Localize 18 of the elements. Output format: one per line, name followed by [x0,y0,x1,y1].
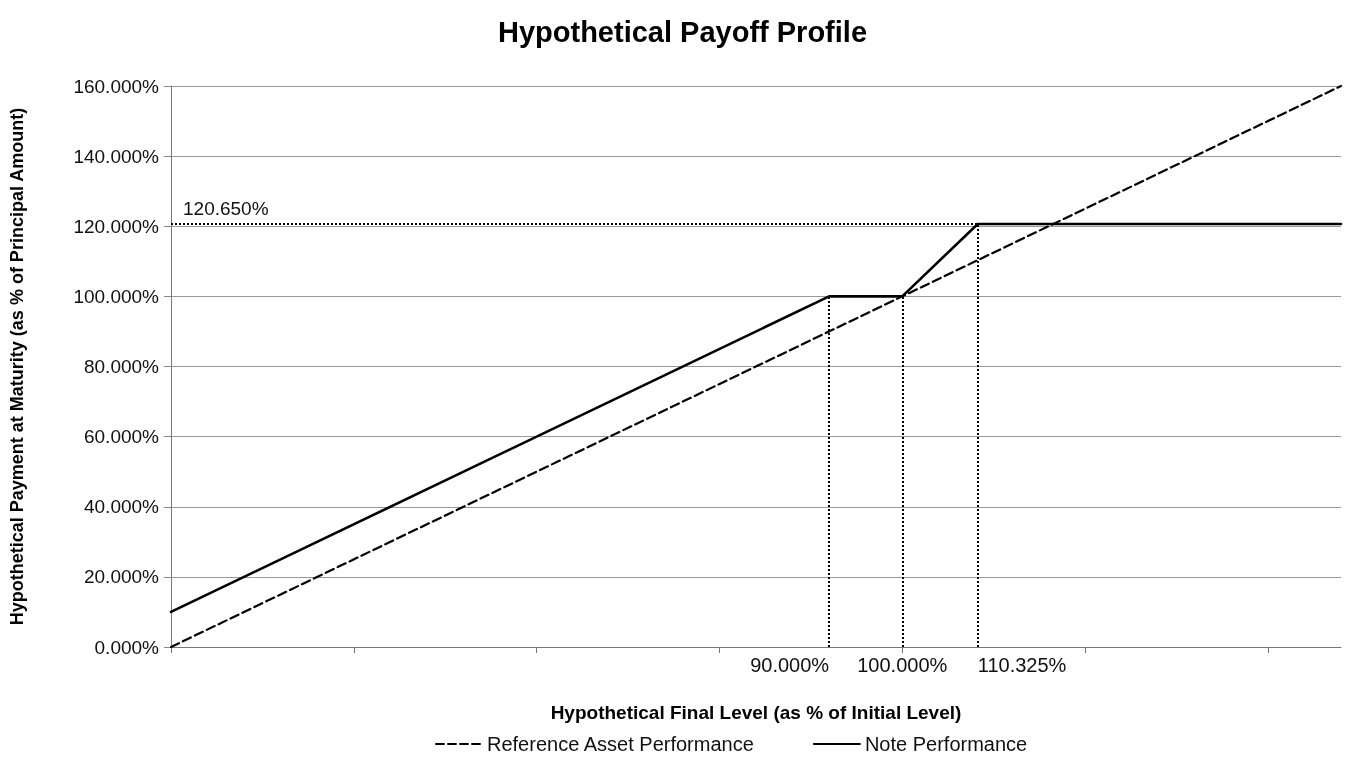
y-axis-title: Hypothetical Payment at Maturity (as % of Principal Amount) [7,107,27,626]
ref-line-label: 110.325% [977,654,1067,676]
legend-label: Note Performance [864,733,1028,755]
y-tick-label: 40.000% [83,496,160,518]
x-axis-title: Hypothetical Final Level (as % of Initial Level) [550,702,962,723]
ref-line-label: 120.650% [183,197,269,219]
ref-line-label: 100.000% [857,654,948,676]
y-tick-label: 0.000% [94,636,160,658]
y-tick-label: 100.000% [73,285,160,307]
y-tick-label: 60.000% [83,426,160,448]
ref-line-label: 90.000% [750,654,830,676]
legend-label: Reference Asset Performance [487,733,754,755]
y-tick-label: 160.000% [73,75,160,97]
y-tick-label: 140.000% [73,145,160,167]
y-tick-label: 120.000% [73,215,160,237]
chart-title: Hypothetical Payoff Profile [497,15,868,48]
y-tick-label: 20.000% [83,566,160,588]
y-tick-label: 80.000% [83,356,160,377]
